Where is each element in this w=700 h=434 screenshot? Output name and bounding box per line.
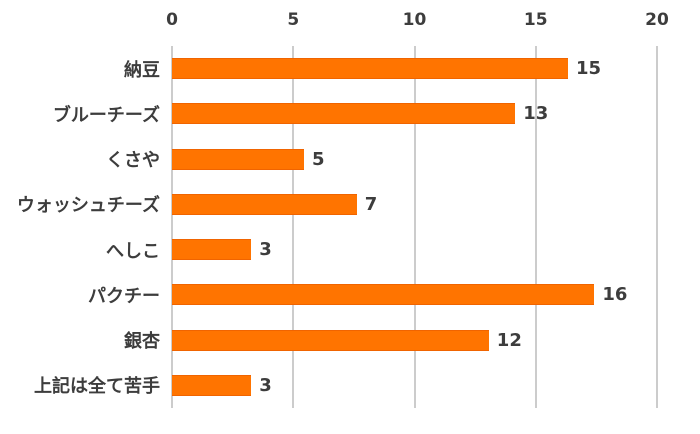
bar-track: 5 xyxy=(172,137,700,182)
category-label: くさや xyxy=(106,150,160,172)
x-tick-label: 15 xyxy=(523,10,548,30)
value-label: 5 xyxy=(312,148,325,170)
bar-track: 7 xyxy=(172,182,700,227)
gridline xyxy=(413,46,416,408)
value-label: 7 xyxy=(364,193,378,215)
bar xyxy=(172,284,595,306)
bar xyxy=(172,193,357,215)
category-label: ブルーチーズ xyxy=(52,104,160,126)
chart-row: へしこ 3 xyxy=(0,227,700,272)
bar xyxy=(172,103,516,125)
chart-row: ウォッシュチーズ 7 xyxy=(0,182,700,227)
x-tick-label: 0 xyxy=(166,10,178,30)
chart-row: くさや 5 xyxy=(0,137,700,182)
bar-track: 16 xyxy=(172,272,700,317)
x-axis: 0 5 10 15 20 xyxy=(166,0,669,46)
bar-track: 12 xyxy=(172,318,700,363)
value-label: 13 xyxy=(523,103,549,125)
gridline xyxy=(171,46,173,408)
bar xyxy=(172,239,252,261)
chart-row: 納豆 15 xyxy=(0,46,700,91)
gridline xyxy=(292,46,295,408)
chart-rows: 納豆 15 ブルーチーズ 13 くさや 5 ウォッシュチーズ 7 へしこ 3 パクチー 16 銀杏 12 上… xyxy=(0,46,700,408)
bar xyxy=(172,374,252,396)
category-label: へしこ xyxy=(106,240,160,262)
value-label: 3 xyxy=(259,374,272,396)
gridline xyxy=(534,46,537,408)
bar-track: 3 xyxy=(172,227,700,272)
category-label: パクチー xyxy=(88,285,160,307)
category-label: 銀杏 xyxy=(124,331,160,353)
chart-row: 上記は全て苦手 3 xyxy=(0,363,700,408)
chart-row: パクチー 16 xyxy=(0,272,700,317)
category-label: 上記は全て苦手 xyxy=(34,376,160,398)
x-tick-label: 5 xyxy=(287,10,300,30)
value-label: 15 xyxy=(576,58,602,80)
bar-track: 15 xyxy=(172,46,700,91)
value-label: 3 xyxy=(259,239,272,261)
category-label: ウォッシュチーズ xyxy=(16,195,160,217)
x-tick-label: 10 xyxy=(402,10,427,30)
x-tick-label: 20 xyxy=(645,10,669,30)
bar-track: 3 xyxy=(172,363,700,408)
gridline xyxy=(656,46,658,408)
bar xyxy=(172,329,489,351)
value-label: 12 xyxy=(496,329,522,351)
category-label: 納豆 xyxy=(124,59,160,81)
bar-track: 13 xyxy=(172,91,700,136)
chart-row: 銀杏 12 xyxy=(0,318,700,363)
bar xyxy=(172,148,304,170)
plot-area xyxy=(171,46,658,408)
value-label: 16 xyxy=(602,284,628,306)
chart-row: ブルーチーズ 13 xyxy=(0,91,700,136)
bar xyxy=(172,58,568,80)
